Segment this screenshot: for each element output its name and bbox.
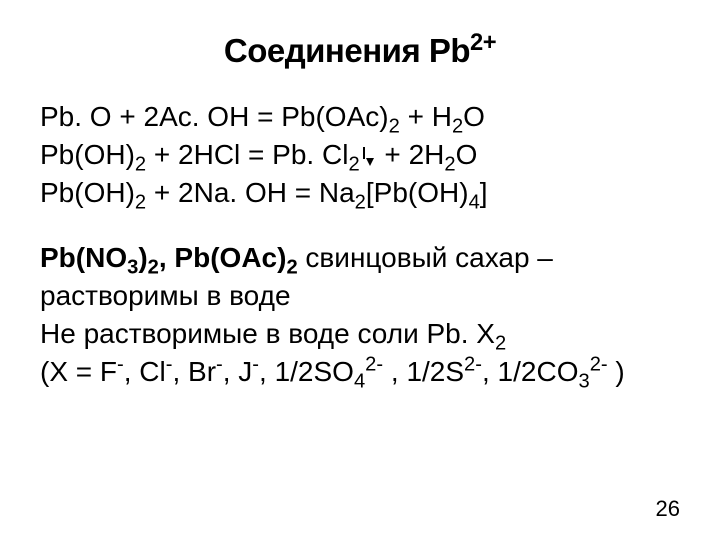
description-block: Pb(NO3)2, Pb(OAc)2 свинцовый сахар – рас…: [40, 239, 680, 390]
equation-1: Pb. O + 2Ac. OH = Pb(OAc)2 + H2O: [40, 98, 680, 136]
slide-title: Соединения Pb2+: [40, 32, 680, 70]
eq3-p0: Pb(OH): [40, 177, 135, 208]
desc-line-3: Не растворимые в воде соли Pb. X2: [40, 315, 680, 353]
eq3-p3: 2: [355, 191, 366, 213]
d4-e: , 1/2SO: [259, 356, 354, 387]
eq2-p0: Pb(OH): [40, 139, 135, 170]
d1-a: Pb(NO: [40, 242, 127, 273]
desc-line-2: растворимы в воде: [40, 277, 680, 315]
d4-a: (X = F: [40, 356, 117, 387]
eq3-p4: [Pb(OH): [366, 177, 469, 208]
eq2-p3: 2: [348, 153, 359, 175]
equations-block: Pb. O + 2Ac. OH = Pb(OAc)2 + H2O Pb(OH)2…: [40, 98, 680, 211]
desc-line-1: Pb(NO3)2, Pb(OAc)2 свинцовый сахар –: [40, 239, 680, 277]
eq3-p5: 4: [469, 191, 480, 213]
eq1-p2: + H: [400, 101, 452, 132]
d4-sosub: 4: [354, 370, 365, 392]
eq3-p6: ]: [480, 177, 488, 208]
d4-g: , 1/2CO: [482, 356, 578, 387]
title-sup: 2+: [470, 29, 496, 56]
d4-d: , J: [223, 356, 253, 387]
down-arrow-icon: [362, 136, 375, 174]
d1-cs: 2: [286, 257, 297, 279]
desc-line-4: (X = F-, Cl-, Br-, J-, 1/2SO42- , 1/2S2-…: [40, 353, 680, 391]
eq1-p4: O: [463, 101, 485, 132]
equation-2: Pb(OH)2 + 2HCl = Pb. Cl2 + 2H2O: [40, 136, 680, 174]
eq2-p6: O: [456, 139, 478, 170]
d4-sosup: 2-: [365, 353, 383, 375]
d4-c: , Br: [172, 356, 216, 387]
eq1-p0: Pb. O + 2Ac. OH = Pb(OAc): [40, 101, 389, 132]
d1-rest: свинцовый сахар –: [298, 242, 553, 273]
d1-b: ): [138, 242, 147, 273]
d3-sub: 2: [495, 333, 506, 355]
d4-f: , 1/2S: [383, 356, 464, 387]
d4-fs: 2-: [464, 353, 482, 375]
eq2-p1: 2: [135, 153, 146, 175]
eq3-p2: + 2Na. OH = Na: [146, 177, 355, 208]
d1-as: 3: [127, 257, 138, 279]
d4-ds: -: [252, 353, 259, 375]
eq2-p2: + 2HCl = Pb. Cl: [146, 139, 348, 170]
d4-h: ): [608, 356, 625, 387]
eq3-p1: 2: [135, 191, 146, 213]
eq1-p3: 2: [452, 116, 463, 138]
d1-c: , Pb(OAc): [159, 242, 287, 273]
d3-a: Не растворимые в воде соли Pb. X: [40, 318, 495, 349]
d4-as: -: [117, 353, 124, 375]
equation-3: Pb(OH)2 + 2Na. OH = Na2[Pb(OH)4]: [40, 174, 680, 212]
d4-cosup: 2-: [590, 353, 608, 375]
d4-cs: -: [216, 353, 223, 375]
page-number: 26: [656, 496, 680, 522]
eq2-p4: + 2H: [377, 139, 445, 170]
d4-cosub: 3: [578, 370, 589, 392]
eq1-p1: 2: [389, 116, 400, 138]
desc-bold: Pb(NO3)2, Pb(OAc)2: [40, 242, 298, 273]
eq2-p5: 2: [444, 153, 455, 175]
d4-b: , Cl: [124, 356, 166, 387]
title-text: Соединения Pb: [224, 32, 470, 69]
d1-bs: 2: [148, 257, 159, 279]
